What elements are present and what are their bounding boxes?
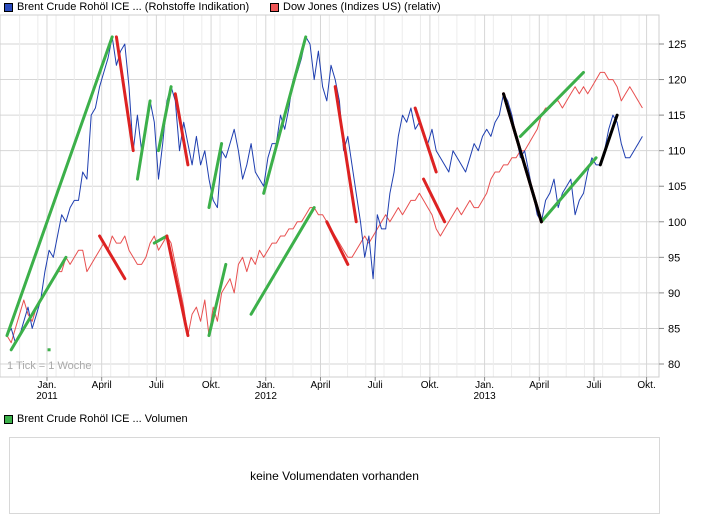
xtick-label: Juli	[368, 380, 383, 391]
ytick-label: 115	[668, 110, 686, 122]
trendline-up	[207, 262, 228, 338]
xtick-label: Jan.	[256, 380, 275, 391]
marker-point	[47, 348, 51, 352]
xtick-label: April	[92, 380, 112, 391]
pattern-line	[502, 92, 543, 224]
series-line-brent	[6, 36, 643, 344]
trendline-up	[5, 35, 114, 338]
trendline-up	[152, 234, 169, 245]
y-axis: 80 85 90 95 100 105 110 115 120 125	[659, 39, 686, 371]
xtick-label: Jan.	[475, 380, 494, 391]
ytick-label: 80	[668, 359, 680, 371]
trendline-down	[325, 220, 350, 266]
grid	[0, 15, 659, 377]
trendline-down	[173, 92, 190, 167]
pattern-line	[598, 113, 619, 167]
xtick-year-label: 2011	[36, 391, 58, 402]
trendline-up	[518, 70, 585, 138]
ytick-label: 105	[668, 181, 686, 193]
legend-label-brent: Brent Crude Rohöl ICE ... (Rohstoffe Ind…	[17, 1, 250, 13]
xtick-year-label: 2012	[255, 391, 278, 402]
trend-layer	[5, 35, 619, 352]
trendline-up	[249, 206, 316, 316]
trendline-up	[156, 85, 173, 153]
legend-label-volume: Brent Crude Rohöl ICE ... Volumen	[17, 413, 188, 425]
xtick-label: Okt.	[421, 380, 439, 391]
trendline-up	[9, 255, 68, 352]
trendline-up	[207, 142, 224, 210]
plot-frame	[0, 14, 660, 378]
ytick-label: 100	[668, 217, 686, 229]
legend-swatch-volume	[4, 414, 13, 424]
legend-item-volume: Brent Crude Rohöl ICE ... Volumen	[4, 412, 188, 426]
series-layer	[6, 36, 643, 344]
legend-item-dow: Dow Jones (Indizes US) (relativ)	[270, 0, 441, 14]
trendline-down	[114, 35, 135, 153]
tick-note: 1 Tick = 1 Woche	[7, 360, 91, 372]
trendline-down	[333, 85, 358, 224]
trendline-down	[98, 234, 127, 281]
ytick-label: 90	[668, 288, 680, 300]
legend-swatch-dow	[270, 2, 279, 12]
ytick-label: 125	[668, 39, 686, 51]
ytick-label: 85	[668, 323, 680, 335]
ytick-label: 95	[668, 252, 680, 264]
legend-label-dow: Dow Jones (Indizes US) (relativ)	[283, 1, 441, 13]
xtick-label: Juli	[586, 380, 601, 391]
ytick-label: 110	[668, 146, 686, 158]
trendline-up	[262, 35, 308, 195]
volume-panel: keine Volumendaten vorhanden	[9, 437, 660, 514]
trendline-down	[165, 234, 190, 338]
xtick-label: April	[310, 380, 330, 391]
xtick-label: Juli	[149, 380, 164, 391]
xtick-label: Jan.	[38, 380, 57, 391]
trendline-down	[422, 177, 447, 224]
ytick-label: 120	[668, 75, 686, 87]
xtick-label: Okt.	[202, 380, 220, 391]
xtick-label: Okt.	[637, 380, 655, 391]
xtick-label: April	[529, 380, 549, 391]
trendline-up	[539, 156, 598, 224]
trendline-down	[413, 106, 438, 174]
volume-empty-message: keine Volumendaten vorhanden	[250, 469, 419, 483]
xtick-year-label: 2013	[473, 391, 496, 402]
series-line-dow	[6, 71, 643, 344]
trendline-up	[135, 99, 152, 181]
legend-swatch-brent	[4, 2, 13, 12]
legend-item-brent: Brent Crude Rohöl ICE ... (Rohstoffe Ind…	[4, 0, 249, 14]
